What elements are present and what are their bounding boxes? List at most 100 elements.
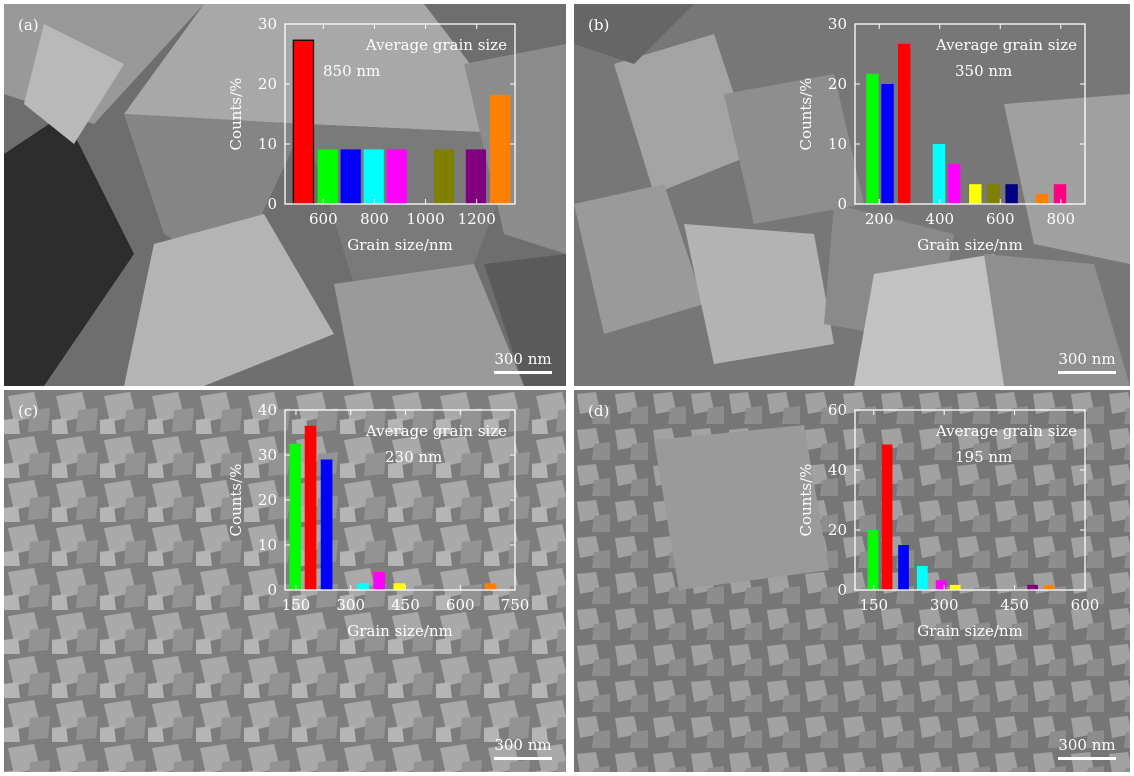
x-axis-label: Grain size/nm bbox=[917, 622, 1023, 640]
bar-4 bbox=[373, 572, 385, 590]
bar-8 bbox=[1035, 193, 1049, 204]
bar-6 bbox=[465, 149, 487, 204]
x-tick-label: 600 bbox=[1071, 596, 1100, 614]
x-axis-label: Grain size/nm bbox=[347, 622, 453, 640]
x-tick-label: 450 bbox=[391, 596, 420, 614]
x-axis-label: Grain size/nm bbox=[917, 236, 1023, 254]
y-tick-label: 0 bbox=[837, 581, 847, 599]
bar-6 bbox=[987, 184, 1000, 204]
panel-d: (d) 300 nm bbox=[574, 390, 1130, 772]
y-axis-label: Counts/% bbox=[227, 78, 245, 151]
y-tick-label: 10 bbox=[828, 135, 847, 153]
y-tick-label: 30 bbox=[258, 15, 277, 33]
scale-bar: 300 nm bbox=[494, 736, 552, 760]
bar-6 bbox=[1027, 584, 1038, 590]
bar-3 bbox=[916, 566, 928, 590]
scale-bar: 300 nm bbox=[1058, 736, 1116, 760]
bar-4 bbox=[947, 163, 961, 204]
y-tick-label: 0 bbox=[837, 195, 847, 213]
scale-line bbox=[494, 757, 552, 760]
annotation-value: 350 nm bbox=[955, 62, 1012, 80]
bar-3 bbox=[363, 149, 384, 204]
y-tick-label: 0 bbox=[267, 195, 277, 213]
plot-frame bbox=[284, 23, 516, 205]
scale-label: 300 nm bbox=[1058, 350, 1116, 368]
panel-b: (b) 300 nm bbox=[574, 4, 1130, 386]
histogram-a: 600 800 1000 1200 0 10 20 30 Grain size/nm Counts… bbox=[227, 15, 516, 254]
x-axis-label: Grain size/nm bbox=[347, 236, 453, 254]
scale-bar: 300 nm bbox=[1058, 350, 1116, 374]
x-tick-label: 300 bbox=[336, 596, 365, 614]
x-tick-label: 1200 bbox=[458, 210, 496, 228]
bar-2 bbox=[340, 149, 361, 204]
histogram-c: 150 300 450 600 750 0 10 20 30 40 Grain size/nm Cou… bbox=[227, 401, 530, 640]
panel-label: (d) bbox=[588, 402, 610, 420]
x-tick-label: 800 bbox=[1046, 210, 1075, 228]
y-tick-label: 40 bbox=[828, 461, 847, 479]
bar-1 bbox=[881, 444, 893, 590]
annotation-title: Average grain size bbox=[365, 36, 507, 54]
bar-1 bbox=[317, 149, 338, 204]
y-tick-label: 20 bbox=[258, 75, 277, 93]
scale-line bbox=[1058, 371, 1116, 374]
annotation-value: 850 nm bbox=[323, 62, 380, 80]
bar-0 bbox=[289, 443, 302, 590]
sem-micrograph-d bbox=[574, 390, 1130, 772]
x-tick-label: 750 bbox=[501, 596, 530, 614]
bar-4 bbox=[935, 580, 947, 590]
scale-line bbox=[494, 371, 552, 374]
x-tick-label: 600 bbox=[309, 210, 338, 228]
y-tick-label: 10 bbox=[258, 536, 277, 554]
sem-micrograph-b bbox=[574, 4, 1130, 386]
scale-label: 300 nm bbox=[1058, 736, 1116, 754]
bar-3 bbox=[932, 144, 946, 204]
plot-frame bbox=[854, 409, 1086, 591]
y-tick-label: 60 bbox=[828, 401, 847, 419]
annotation-value: 195 nm bbox=[955, 448, 1012, 466]
bar-9 bbox=[1053, 184, 1067, 204]
y-tick-label: 30 bbox=[258, 446, 277, 464]
x-tick-label: 400 bbox=[925, 210, 954, 228]
bar-6 bbox=[484, 583, 497, 590]
bar-5 bbox=[393, 583, 406, 590]
panel-label: (c) bbox=[18, 402, 39, 420]
bar-0 bbox=[866, 73, 879, 204]
annotation-title: Average grain size bbox=[935, 422, 1077, 440]
y-tick-label: 20 bbox=[258, 491, 277, 509]
bar-5 bbox=[969, 184, 982, 204]
x-tick-label: 600 bbox=[986, 210, 1015, 228]
histogram-d: 150 300 450 600 0 20 40 60 Grain size/nm Counts/%… bbox=[797, 401, 1100, 640]
x-tick-label: 150 bbox=[282, 596, 311, 614]
annotation-value: 230 nm bbox=[385, 448, 442, 466]
x-tick-label: 800 bbox=[360, 210, 389, 228]
annotation-title: Average grain size bbox=[365, 422, 507, 440]
bar-7 bbox=[490, 94, 511, 204]
y-tick-label: 40 bbox=[258, 401, 277, 419]
plot-frame bbox=[854, 23, 1086, 205]
bar-2 bbox=[320, 459, 333, 590]
panel-label: (a) bbox=[18, 16, 39, 34]
bar-5 bbox=[433, 149, 455, 204]
bar-5 bbox=[949, 584, 961, 590]
scale-line bbox=[1058, 757, 1116, 760]
y-axis-label: Counts/% bbox=[227, 464, 245, 537]
x-tick-label: 200 bbox=[865, 210, 894, 228]
bar-2 bbox=[898, 545, 909, 590]
x-tick-label: 150 bbox=[859, 596, 888, 614]
scale-label: 300 nm bbox=[494, 350, 552, 368]
x-tick-label: 1000 bbox=[406, 210, 444, 228]
bar-0 bbox=[292, 39, 315, 205]
y-axis-label: Counts/% bbox=[797, 78, 815, 151]
y-tick-label: 20 bbox=[828, 75, 847, 93]
y-tick-label: 10 bbox=[258, 135, 277, 153]
bar-2 bbox=[897, 43, 911, 204]
x-tick-label: 600 bbox=[446, 596, 475, 614]
scale-label: 300 nm bbox=[494, 736, 552, 754]
panel-label: (b) bbox=[588, 16, 610, 34]
bar-3 bbox=[357, 583, 369, 590]
scale-bar: 300 nm bbox=[494, 350, 552, 374]
histogram-b: 200 400 600 800 0 10 20 30 Grain size/nm Counts/%… bbox=[797, 15, 1086, 254]
y-tick-label: 30 bbox=[828, 15, 847, 33]
bar-1 bbox=[304, 425, 317, 590]
bar-7 bbox=[1043, 584, 1055, 590]
